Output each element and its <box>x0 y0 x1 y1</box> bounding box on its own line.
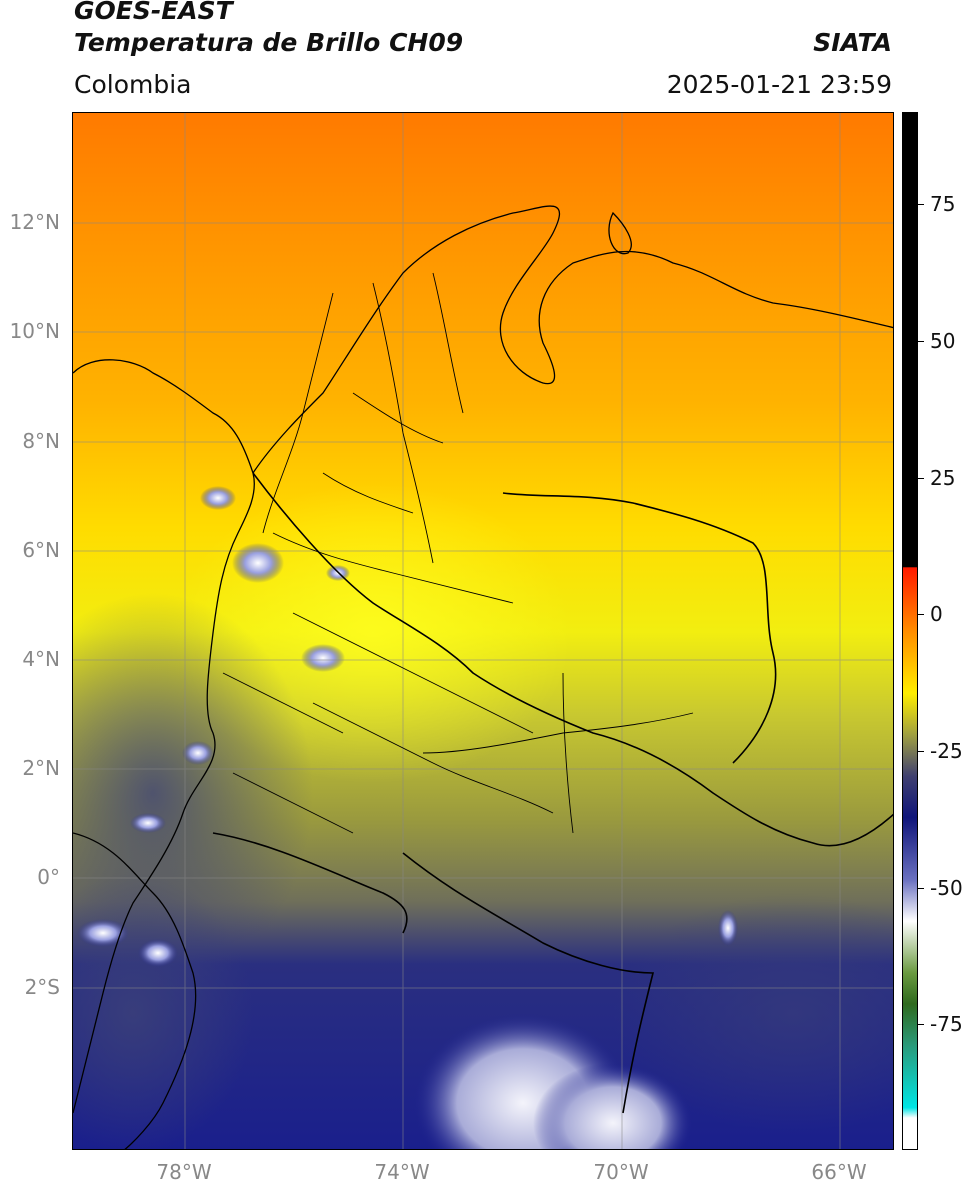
colorbar-tick <box>918 341 924 342</box>
colorbar-tick <box>918 204 924 205</box>
map-canvas <box>73 113 893 1149</box>
colorbar-tick <box>918 478 924 479</box>
colorbar-tick <box>918 751 924 752</box>
colorbar-tick <box>918 614 924 615</box>
title-product: Temperatura de Brillo CH09 <box>74 28 464 57</box>
colorbar-label-m50: -50 <box>930 876 963 900</box>
lat-label-2n: 2°N <box>22 756 60 780</box>
department-borders <box>222 272 694 834</box>
lon-label-74w: 74°W <box>374 1160 430 1184</box>
colorbar-label-50: 50 <box>930 329 956 353</box>
colorbar-tick <box>918 888 924 889</box>
lat-label-8n: 8°N <box>22 429 60 453</box>
coastlines <box>73 205 893 1149</box>
country-borders <box>212 472 893 1114</box>
lat-label-2s: 2°S <box>24 975 60 999</box>
colorbar-label-75: 75 <box>930 192 956 216</box>
satellite-map[interactable] <box>72 112 894 1150</box>
title-satellite: GOES-EAST <box>74 0 233 25</box>
colorbar-tick <box>918 1024 924 1025</box>
colorbar-label-25: 25 <box>930 466 956 490</box>
lon-label-78w: 78°W <box>156 1160 212 1184</box>
lat-label-10n: 10°N <box>9 319 60 343</box>
lat-label-6n: 6°N <box>22 538 60 562</box>
colorbar-label-m75: -75 <box>930 1012 963 1036</box>
colorbar-label-0: 0 <box>930 602 943 626</box>
colorbar-label-m25: -25 <box>930 739 963 763</box>
lat-label-4n: 4°N <box>22 647 60 671</box>
convective-cloud <box>232 543 284 583</box>
lat-label-12n: 12°N <box>9 210 60 234</box>
organization-label: SIATA <box>813 28 892 57</box>
lon-label-70w: 70°W <box>593 1160 649 1184</box>
lon-label-66w: 66°W <box>811 1160 867 1184</box>
timestamp-label: 2025-01-21 23:59 <box>666 70 892 99</box>
region-label: Colombia <box>74 70 192 99</box>
colorbar <box>902 112 918 1150</box>
lat-label-0: 0° <box>37 865 60 889</box>
